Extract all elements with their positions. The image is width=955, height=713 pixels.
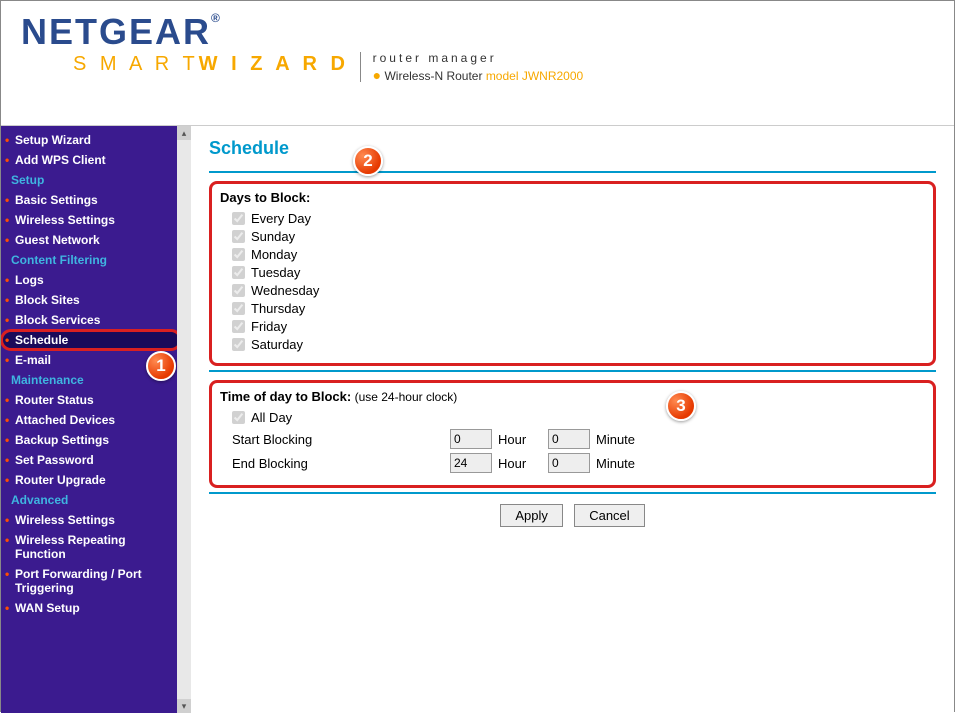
day-label: Saturday bbox=[251, 337, 303, 352]
day-checkbox-saturday[interactable] bbox=[232, 338, 245, 351]
sidebar-item-port-forwarding-port-triggering[interactable]: Port Forwarding / Port Triggering bbox=[1, 564, 181, 598]
day-checkbox-tuesday[interactable] bbox=[232, 266, 245, 279]
sidebar-section-header: Advanced bbox=[1, 490, 181, 510]
sidebar-item-set-password[interactable]: Set Password bbox=[1, 450, 181, 470]
scroll-down-icon[interactable]: ▾ bbox=[177, 699, 191, 713]
start-minute-input[interactable] bbox=[548, 429, 590, 449]
day-label: Sunday bbox=[251, 229, 295, 244]
all-day-label: All Day bbox=[251, 410, 292, 425]
start-blocking-label: Start Blocking bbox=[232, 432, 450, 447]
sidebar-item-wireless-settings[interactable]: Wireless Settings bbox=[1, 510, 181, 530]
annotation-callout-2: 2 bbox=[353, 146, 383, 176]
sidebar-item-wireless-repeating-function[interactable]: Wireless Repeating Function bbox=[1, 530, 181, 564]
sidebar-item-block-sites[interactable]: Block Sites bbox=[1, 290, 181, 310]
product-line: router manager bbox=[373, 51, 584, 65]
day-checkbox-thursday[interactable] bbox=[232, 302, 245, 315]
day-label: Wednesday bbox=[251, 283, 319, 298]
days-label: Days to Block: bbox=[220, 190, 925, 205]
end-minute-input[interactable] bbox=[548, 453, 590, 473]
product-model: ● Wireless-N Router model JWNR2000 bbox=[373, 67, 584, 83]
divider bbox=[209, 492, 936, 494]
scroll-up-icon[interactable]: ▴ bbox=[177, 126, 191, 140]
button-row: Apply Cancel bbox=[209, 504, 936, 527]
all-day-checkbox[interactable] bbox=[232, 411, 245, 424]
day-checkbox-friday[interactable] bbox=[232, 320, 245, 333]
cancel-button[interactable]: Cancel bbox=[574, 504, 644, 527]
sidebar-section-header: Setup bbox=[1, 170, 181, 190]
sidebar-item-setup-wizard[interactable]: Setup Wizard bbox=[1, 130, 181, 150]
start-hour-input[interactable] bbox=[450, 429, 492, 449]
apply-button[interactable]: Apply bbox=[500, 504, 563, 527]
days-block-section: Days to Block: Every Day Sunday Monday Tues… bbox=[209, 181, 936, 366]
minute-unit: Minute bbox=[596, 432, 646, 447]
time-label: Time of day to Block: (use 24-hour clock… bbox=[220, 389, 925, 404]
day-checkbox-monday[interactable] bbox=[232, 248, 245, 261]
sidebar-scrollbar[interactable]: ▴ ▾ bbox=[177, 126, 191, 713]
sidebar-item-logs[interactable]: Logs bbox=[1, 270, 181, 290]
smart-wizard-logo: S M A R TW I Z A R D router manager ● Wi… bbox=[73, 51, 934, 83]
hour-unit: Hour bbox=[498, 456, 548, 471]
sidebar-section-header: Content Filtering bbox=[1, 250, 181, 270]
day-checkbox-every-day[interactable] bbox=[232, 212, 245, 225]
sidebar-item-block-services[interactable]: Block Services bbox=[1, 310, 181, 330]
day-label: Friday bbox=[251, 319, 287, 334]
day-checkbox-wednesday[interactable] bbox=[232, 284, 245, 297]
sidebar-item-backup-settings[interactable]: Backup Settings bbox=[1, 430, 181, 450]
day-label: Every Day bbox=[251, 211, 311, 226]
day-label: Thursday bbox=[251, 301, 305, 316]
brand-logo: NETGEAR® bbox=[21, 11, 222, 53]
day-checkbox-sunday[interactable] bbox=[232, 230, 245, 243]
sidebar-item-schedule[interactable]: Schedule bbox=[1, 330, 181, 350]
day-label: Monday bbox=[251, 247, 297, 262]
time-block-section: Time of day to Block: (use 24-hour clock… bbox=[209, 380, 936, 488]
sidebar-item-attached-devices[interactable]: Attached Devices bbox=[1, 410, 181, 430]
sidebar-item-wireless-settings[interactable]: Wireless Settings bbox=[1, 210, 181, 230]
annotation-callout-1: 1 bbox=[146, 351, 176, 381]
end-hour-input[interactable] bbox=[450, 453, 492, 473]
divider bbox=[209, 370, 936, 372]
sidebar-item-router-status[interactable]: Router Status bbox=[1, 390, 181, 410]
divider bbox=[209, 171, 936, 173]
end-blocking-label: End Blocking bbox=[232, 456, 450, 471]
page-title: Schedule bbox=[209, 138, 289, 159]
sidebar-item-basic-settings[interactable]: Basic Settings bbox=[1, 190, 181, 210]
content-pane: Schedule Days to Block: Every Day Sunday M… bbox=[191, 126, 954, 713]
sidebar: Setup WizardAdd WPS ClientSetupBasic Set… bbox=[1, 126, 191, 713]
sidebar-item-router-upgrade[interactable]: Router Upgrade bbox=[1, 470, 181, 490]
sidebar-item-add-wps-client[interactable]: Add WPS Client bbox=[1, 150, 181, 170]
day-label: Tuesday bbox=[251, 265, 300, 280]
minute-unit: Minute bbox=[596, 456, 646, 471]
sidebar-item-guest-network[interactable]: Guest Network bbox=[1, 230, 181, 250]
annotation-callout-3: 3 bbox=[666, 391, 696, 421]
header: NETGEAR® S M A R TW I Z A R D router man… bbox=[1, 1, 954, 126]
hour-unit: Hour bbox=[498, 432, 548, 447]
sidebar-item-wan-setup[interactable]: WAN Setup bbox=[1, 598, 181, 618]
